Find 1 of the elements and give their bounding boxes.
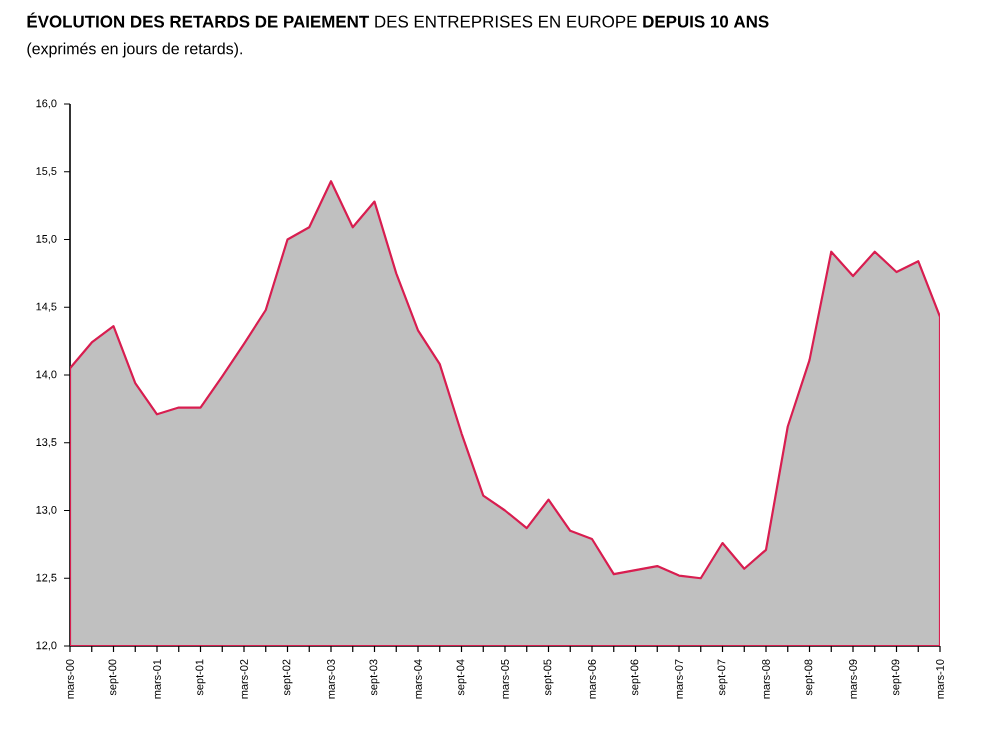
chart-title: ÉVOLUTION DES RETARDS DE PAIEMENT DES ENTREPRISES EN EUROPE DEPUIS 10 ANS: [27, 12, 769, 28]
